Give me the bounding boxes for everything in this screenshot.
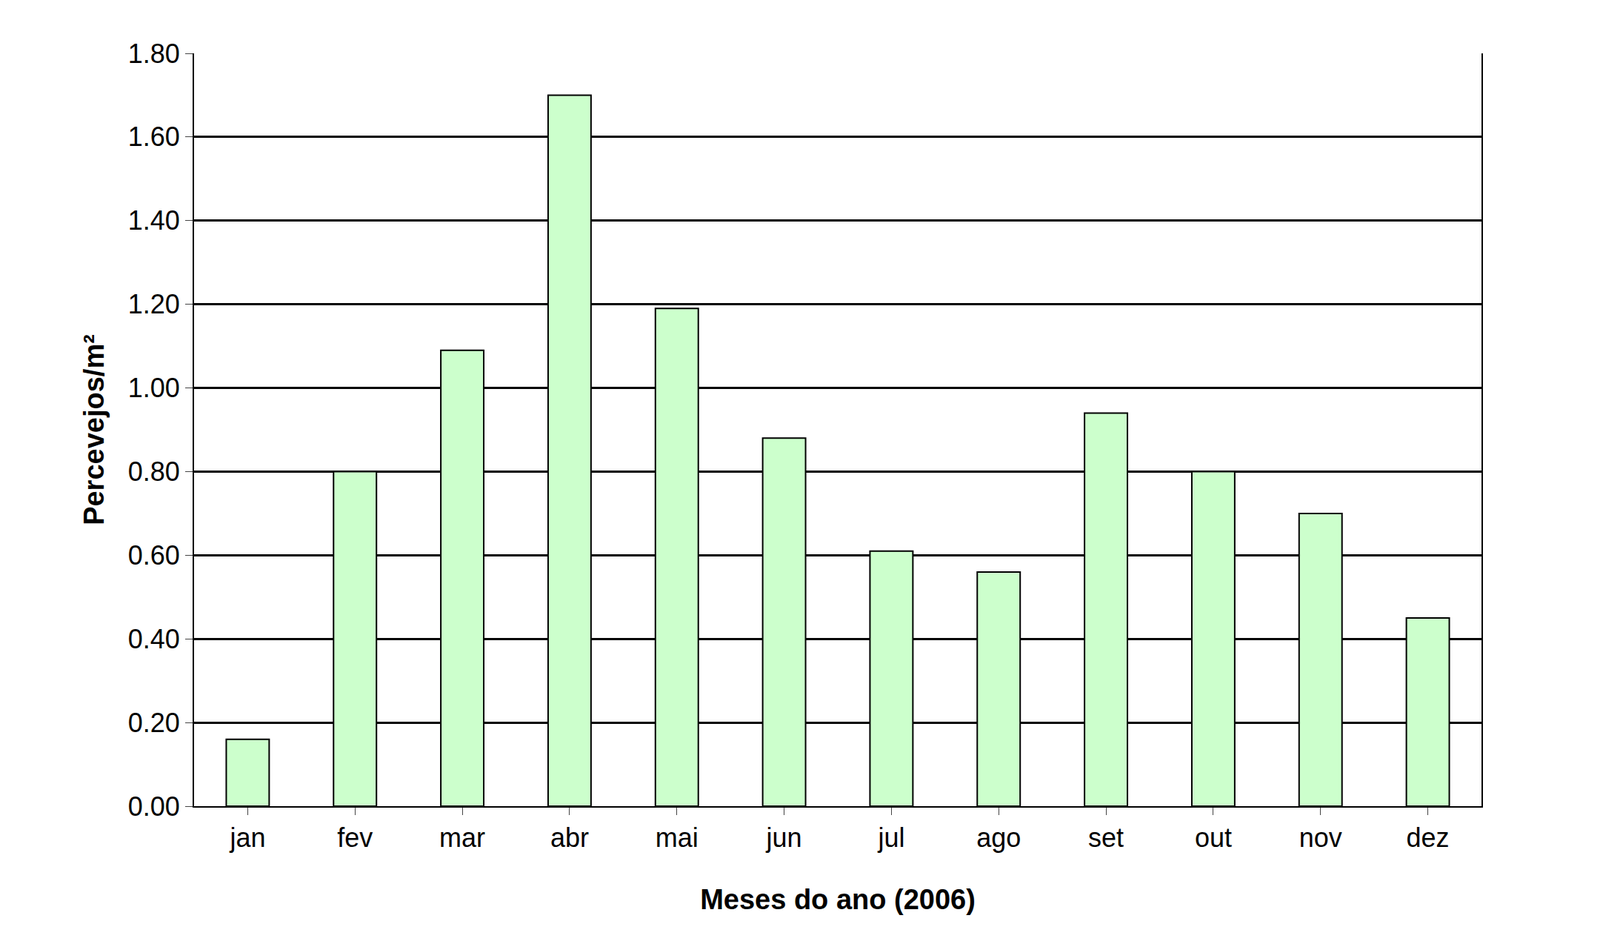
svg-text:abr: abr [550,822,589,853]
svg-text:jul: jul [877,822,905,853]
svg-text:0.20: 0.20 [128,707,180,738]
svg-text:set: set [1088,822,1124,853]
svg-text:jan: jan [228,822,266,853]
svg-text:out: out [1194,822,1232,853]
svg-text:nov: nov [1299,822,1343,853]
svg-text:0.80: 0.80 [128,456,180,487]
svg-text:mai: mai [655,822,699,853]
svg-text:Percevejos/m²: Percevejos/m² [78,334,110,526]
svg-text:1.20: 1.20 [128,288,180,320]
svg-text:0.00: 0.00 [128,791,180,822]
svg-text:1.00: 1.00 [128,372,180,403]
svg-text:1.60: 1.60 [128,121,180,152]
svg-text:ago: ago [976,822,1021,853]
svg-text:0.60: 0.60 [128,540,180,571]
svg-text:fev: fev [337,822,373,853]
svg-text:Meses do ano (2006): Meses do ano (2006) [700,883,976,915]
svg-text:0.40: 0.40 [128,623,180,655]
svg-text:1.40: 1.40 [128,205,180,236]
svg-text:jun: jun [765,822,803,853]
svg-text:1.80: 1.80 [128,38,180,69]
svg-text:mar: mar [439,822,486,853]
svg-text:dez: dez [1406,822,1450,853]
